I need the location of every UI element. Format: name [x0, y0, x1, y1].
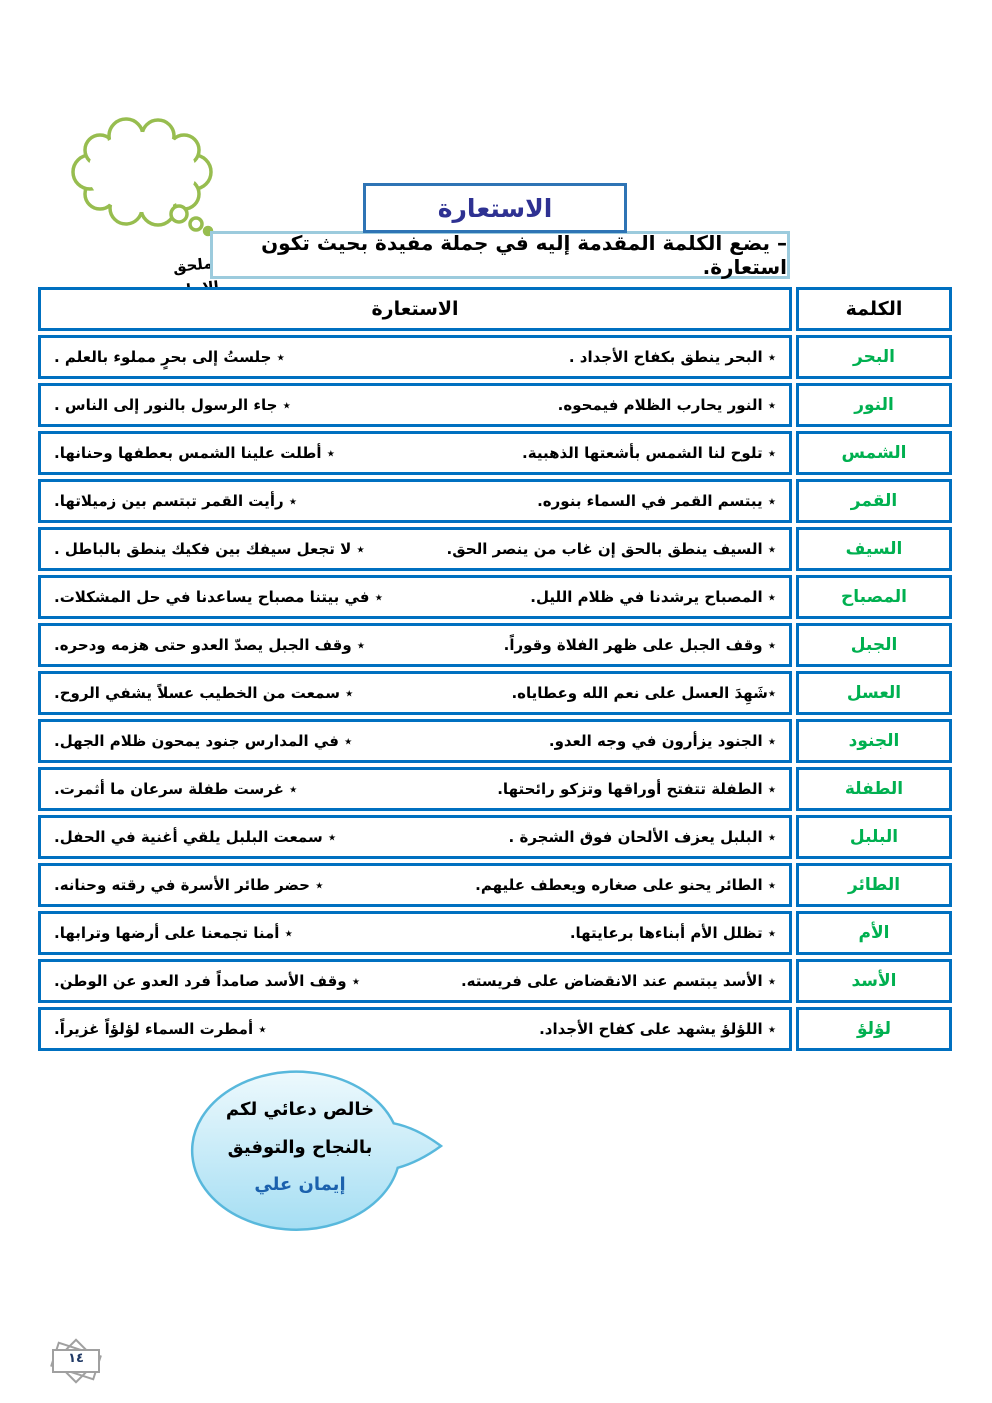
word-cell: الطائر — [796, 863, 952, 907]
metaphor-sentence: ٭ البلبل يعزف الألحان فوق الشجرة . — [508, 828, 776, 846]
metaphor-sentence: ٭ اللؤلؤ يشهد على كفاح الأجداد. — [539, 1020, 776, 1038]
metaphor-cell: ٭ تظلل الأم أبناءها برعايتها. ٭ أمنا تجم… — [38, 911, 792, 955]
metaphor-cell: ٭ الجنود يزأرون في وجه العدو. ٭ في المدا… — [38, 719, 792, 763]
page-title: الاستعارة — [363, 183, 627, 233]
table-row: الجنود ٭ الجنود يزأرون في وجه العدو. ٭ ف… — [38, 719, 952, 763]
literal-sentence: ٭ سمعت من الخطيب عسلاً يشفي الروح. — [54, 684, 354, 702]
literal-sentence: ٭ أطلت علينا الشمس بعطفها وحنانها. — [54, 444, 335, 462]
bubble-line2: بالنجاح والتوفيق — [227, 1137, 373, 1158]
table-row: البحر ٭ البحر ينطق بكفاح الأجداد . ٭ جلس… — [38, 335, 952, 379]
table-row: الأم ٭ تظلل الأم أبناءها برعايتها. ٭ أمن… — [38, 911, 952, 955]
literal-sentence: ٭ أمطرت السماء لؤلؤاً غزيراً. — [54, 1020, 267, 1038]
word-cell: الطفلة — [796, 767, 952, 811]
metaphor-sentence: ٭ المصباح يرشدنا في ظلام الليل. — [530, 588, 776, 606]
metaphor-cell: ٭شَهِدَ العسل على نعم الله وعطاياه. ٭ سم… — [38, 671, 792, 715]
word-cell: الجنود — [796, 719, 952, 763]
metaphor-cell: ٭ البلبل يعزف الألحان فوق الشجرة . ٭ سمع… — [38, 815, 792, 859]
literal-sentence: ٭ في بيتنا مصباح يساعدنا في حل المشكلات. — [54, 588, 383, 606]
word-cell: الأم — [796, 911, 952, 955]
metaphor-sentence: ٭ الطفلة تتفتح أوراقها وتزكو رائحتها. — [497, 780, 776, 798]
table-row: الجبل ٭ وقف الجبل على ظهر الفلاة وقوراً.… — [38, 623, 952, 667]
word-cell: النور — [796, 383, 952, 427]
page-title-text: الاستعارة — [437, 193, 553, 223]
table-row: الشمس ٭ تلوح لنا الشمس بأشعتها الذهبية. … — [38, 431, 952, 475]
metaphor-cell: ٭ اللؤلؤ يشهد على كفاح الأجداد. ٭ أمطرت … — [38, 1007, 792, 1051]
literal-sentence: ٭ جلستُ إلى بحرٍ مملوء بالعلم . — [54, 348, 285, 366]
word-cell: المصباح — [796, 575, 952, 619]
metaphor-cell: ٭ الطفلة تتفتح أوراقها وتزكو رائحتها. ٭ … — [38, 767, 792, 811]
metaphor-sentence: ٭ تظلل الأم أبناءها برعايتها. — [569, 924, 776, 942]
metaphor-cell: ٭ يبتسم القمر في السماء بنوره. ٭ رأيت ال… — [38, 479, 792, 523]
metaphor-answers-table: الكلمة الاستعارة البحر ٭ البحر ينطق بكفا… — [34, 283, 956, 1055]
answer-appendix-cloud: ملحق الإجابة — [50, 110, 250, 300]
column-header-metaphor: الاستعارة — [38, 287, 792, 331]
metaphor-cell: ٭ المصباح يرشدنا في ظلام الليل. ٭ في بيت… — [38, 575, 792, 619]
table-row: الطائر ٭ الطائر يحنو على صغاره ويعطف علي… — [38, 863, 952, 907]
metaphor-sentence: ٭ الأسد يبتسم عند الانقضاض على فريسته. — [460, 972, 776, 990]
table-row: السيف ٭ السيف ينطق بالحق إن غاب من ينصر … — [38, 527, 952, 571]
speech-bubble-icon — [190, 1070, 444, 1231]
metaphor-cell: ٭ السيف ينطق بالحق إن غاب من ينصر الحق. … — [38, 527, 792, 571]
metaphor-sentence: ٭ يبتسم القمر في السماء بنوره. — [537, 492, 776, 510]
metaphor-sentence: ٭شَهِدَ العسل على نعم الله وعطاياه. — [511, 684, 776, 702]
page-number: ١٤ — [68, 1351, 84, 1366]
word-cell: القمر — [796, 479, 952, 523]
literal-sentence: ٭ حضر طائر الأسرة في رقته وحنانه. — [54, 876, 324, 894]
metaphor-cell: ٭ البحر ينطق بكفاح الأجداد . ٭ جلستُ إلى… — [38, 335, 792, 379]
metaphor-cell: ٭ وقف الجبل على ظهر الفلاة وقوراً. ٭ وقف… — [38, 623, 792, 667]
literal-sentence: ٭ في المدارس جنود يمحون ظلام الجهل. — [54, 732, 353, 750]
literal-sentence: ٭ سمعت البلبل يلقي أغنية في الحفل. — [54, 828, 337, 846]
author-signature: إيمان علي — [254, 1174, 346, 1195]
table-row: النور ٭ النور يحارب الظلام فيمحوه. ٭ جاء… — [38, 383, 952, 427]
table-header-row: الكلمة الاستعارة — [38, 287, 952, 331]
metaphor-sentence: ٭ تلوح لنا الشمس بأشعتها الذهبية. — [522, 444, 776, 462]
cloud-icon — [71, 117, 214, 237]
table-row: العسل ٭شَهِدَ العسل على نعم الله وعطاياه… — [38, 671, 952, 715]
metaphor-sentence: ٭ الجنود يزأرون في وجه العدو. — [548, 732, 776, 750]
instruction-text: – يضع الكلمة المقدمة إليه في جملة مفيدة … — [261, 231, 787, 279]
instruction-box: – يضع الكلمة المقدمة إليه في جملة مفيدة … — [210, 231, 790, 279]
bubble-text: خالص دعائي لكم بالنجاح والتوفيق إيمان عل… — [205, 1098, 395, 1195]
bubble-line1: خالص دعائي لكم — [225, 1099, 375, 1120]
table-row: المصباح ٭ المصباح يرشدنا في ظلام الليل. … — [38, 575, 952, 619]
metaphor-cell: ٭ تلوح لنا الشمس بأشعتها الذهبية. ٭ أطلت… — [38, 431, 792, 475]
metaphor-sentence: ٭ النور يحارب الظلام فيمحوه. — [557, 396, 776, 414]
thought-trail-dots — [169, 204, 214, 237]
metaphor-sentence: ٭ البحر ينطق بكفاح الأجداد . — [568, 348, 776, 366]
literal-sentence: ٭ وقف الأسد صامداً فرد العدو عن الوطن. — [54, 972, 361, 990]
star-ornament-icon — [50, 1338, 102, 1384]
word-cell: البلبل — [796, 815, 952, 859]
metaphor-cell: ٭ الطائر يحنو على صغاره ويعطف عليهم. ٭ ح… — [38, 863, 792, 907]
metaphor-sentence: ٭ وقف الجبل على ظهر الفلاة وقوراً. — [503, 636, 776, 654]
metaphor-cell: ٭ النور يحارب الظلام فيمحوه. ٭ جاء الرسو… — [38, 383, 792, 427]
word-cell: البحر — [796, 335, 952, 379]
literal-sentence: ٭ وقف الجبل يصدّ العدو حتى هزمه ودحره. — [54, 636, 366, 654]
word-cell: السيف — [796, 527, 952, 571]
metaphor-cell: ٭ الأسد يبتسم عند الانقضاض على فريسته. ٭… — [38, 959, 792, 1003]
page-number-ornament — [42, 1334, 112, 1390]
table-row: القمر ٭ يبتسم القمر في السماء بنوره. ٭ ر… — [38, 479, 952, 523]
literal-sentence: ٭ غرست طفلة سرعان ما أثمرت. — [54, 780, 298, 798]
metaphor-sentence: ٭ السيف ينطق بالحق إن غاب من ينصر الحق. — [446, 540, 776, 558]
table-row: الطفلة ٭ الطفلة تتفتح أوراقها وتزكو رائح… — [38, 767, 952, 811]
metaphor-sentence: ٭ الطائر يحنو على صغاره ويعطف عليهم. — [475, 876, 776, 894]
word-cell: العسل — [796, 671, 952, 715]
column-header-word: الكلمة — [796, 287, 952, 331]
literal-sentence: ٭ رأيت القمر تبتسم بين زميلاتها. — [54, 492, 297, 510]
literal-sentence: ٭ لا تجعل سيفك بين فكيك ينطق بالباطل . — [54, 540, 365, 558]
word-cell: الجبل — [796, 623, 952, 667]
teacher-speech-bubble — [185, 1060, 485, 1255]
literal-sentence: ٭ أمنا تجمعنا على أرضها وترابها. — [54, 924, 293, 942]
table-row: البلبل ٭ البلبل يعزف الألحان فوق الشجرة … — [38, 815, 952, 859]
literal-sentence: ٭ جاء الرسول بالنور إلى الناس . — [54, 396, 291, 414]
word-cell: الشمس — [796, 431, 952, 475]
word-cell: الأسد — [796, 959, 952, 1003]
table-row: الأسد ٭ الأسد يبتسم عند الانقضاض على فري… — [38, 959, 952, 1003]
word-cell: لؤلؤ — [796, 1007, 952, 1051]
table-row: لؤلؤ ٭ اللؤلؤ يشهد على كفاح الأجداد. ٭ أ… — [38, 1007, 952, 1051]
